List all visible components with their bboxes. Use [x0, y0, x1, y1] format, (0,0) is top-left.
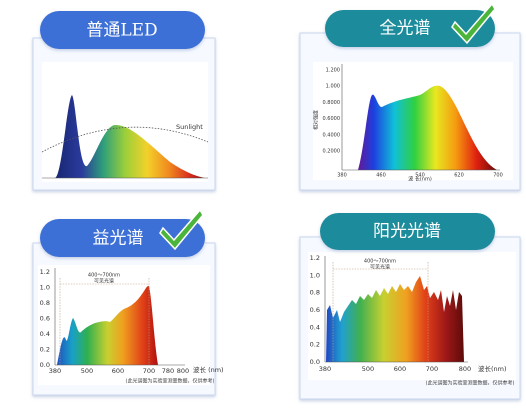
x-tick-label: 380 — [337, 173, 347, 179]
y-tick-label: 1.0 — [40, 284, 50, 292]
x-tick-label: 460 — [376, 173, 386, 179]
y-tick-label: 0.4 — [310, 323, 320, 331]
title-pill — [40, 11, 205, 49]
x-tick-label: 800 — [459, 365, 471, 373]
y-tick-label: 1.2 — [40, 268, 50, 276]
y-tick-label: 0.6 — [40, 315, 50, 323]
x-axis-title: 波 长(nm) — [408, 176, 432, 183]
y-tick-label: 0.6 — [310, 306, 320, 314]
y-tick-label: 1.000 — [326, 84, 340, 90]
title-pill — [325, 10, 495, 47]
annotation: 可见光谱 — [94, 278, 114, 285]
x-tick-label: 500 — [81, 367, 93, 375]
y-tick-label: 1.200 — [326, 68, 340, 74]
x-tick-label: 380 — [319, 365, 331, 373]
y-tick-label: 0.4 — [40, 330, 50, 338]
x-axis-title: 波长(nm) — [478, 364, 507, 373]
y-tick-label: 1.2 — [310, 254, 320, 262]
x-tick-label: 700 — [493, 173, 503, 179]
x-tick-label: 700 — [426, 365, 438, 373]
visible-range — [59, 278, 150, 365]
spectrum — [326, 276, 464, 362]
note: (此光谱图为实验室测量数据，仅供参考) — [426, 380, 515, 387]
y-tick-label: 0.8000 — [323, 100, 341, 106]
note: (此光谱图为实验室测量数据，仅供参考) — [126, 378, 215, 385]
annotation: 400～700nm — [88, 273, 120, 279]
annotation: 可见光谱 — [370, 264, 390, 271]
y-tick-label: 1.0 — [310, 271, 320, 279]
spectrum — [358, 85, 497, 170]
y-tick-label: 0.8 — [40, 299, 50, 307]
panel-title: 全光谱 — [380, 19, 431, 39]
x-tick-label: 540 — [415, 173, 425, 179]
x-tick-label: 600 — [112, 367, 124, 375]
y-tick-label: 0.0 — [40, 361, 50, 369]
check-mark — [159, 208, 204, 251]
y-tick-label: 0.0 — [310, 358, 320, 366]
y-tick-label: 0.4000 — [323, 132, 341, 138]
check-mark — [451, 2, 496, 45]
x-tick-label: 620 — [454, 173, 464, 179]
annotation: 400～700nm — [364, 259, 396, 265]
panel-title: 阳光光谱 — [373, 222, 441, 242]
legend-label: Sunlight — [176, 123, 203, 131]
x-tick-label: 380 — [49, 367, 61, 375]
y-tick-label: 0.2000 — [323, 149, 341, 155]
visible-range — [332, 262, 429, 362]
x-tick-label: 800 — [177, 367, 189, 375]
title-pill — [320, 213, 495, 250]
x-tick-label: 780 — [162, 367, 174, 375]
spectrum — [55, 95, 205, 178]
x-tick-label: 700 — [143, 367, 155, 375]
panel-title: 普通LED — [86, 21, 157, 41]
sunlight-curve — [41, 126, 209, 153]
x-axis-title: 波长 (nm) — [193, 365, 224, 374]
y-tick-label: 0.2 — [40, 346, 50, 354]
spectrum — [57, 285, 158, 365]
panel-title: 益光谱 — [93, 229, 144, 249]
x-tick-label: 600 — [394, 365, 406, 373]
y-axis-title: 相对强度 — [313, 110, 320, 130]
y-tick-label: 0.6000 — [323, 116, 341, 122]
x-tick-label: 500 — [362, 365, 374, 373]
y-tick-label: 0.2 — [310, 341, 320, 349]
y-tick-label: 0.8 — [310, 289, 320, 297]
